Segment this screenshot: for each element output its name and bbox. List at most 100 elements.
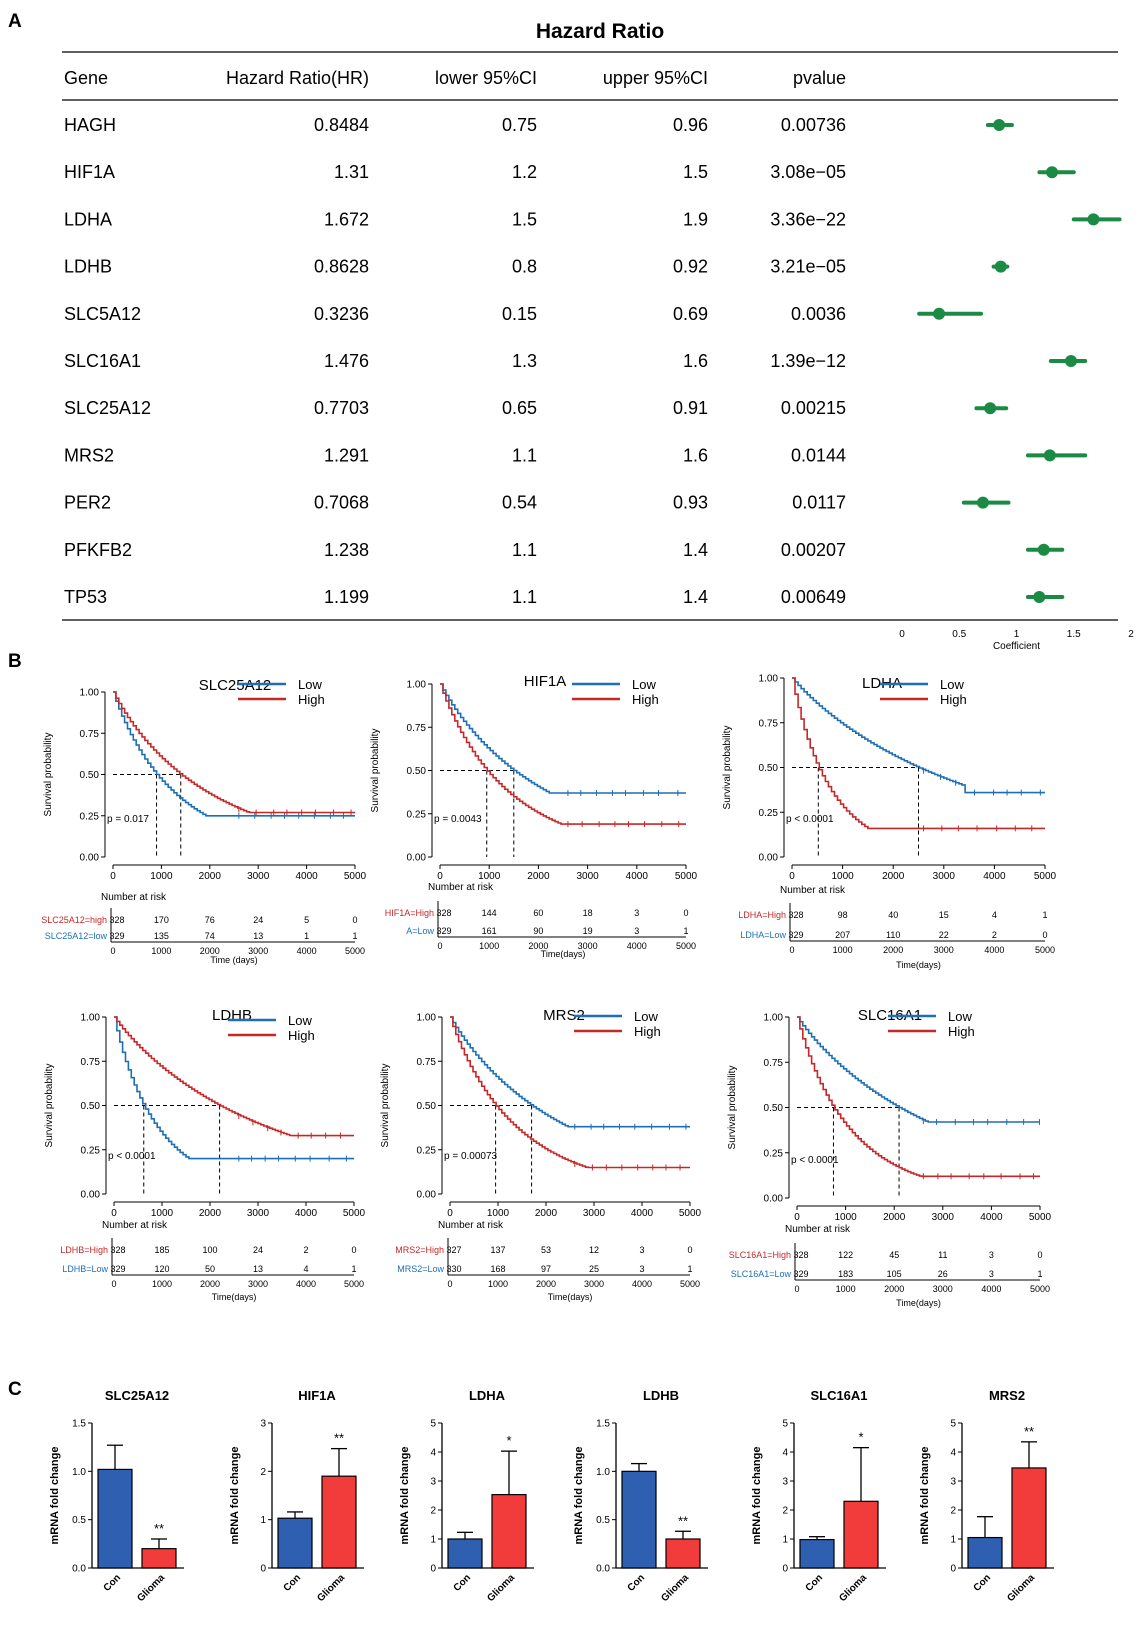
forest-header-gene: Gene bbox=[64, 68, 108, 88]
bar-con bbox=[967, 1536, 1003, 1569]
km-y-tick-label: 0.00 bbox=[80, 853, 100, 864]
bar-y-label: mRNA fold change bbox=[919, 1447, 931, 1545]
km-y-tick-label: 0.25 bbox=[417, 1145, 437, 1156]
bar-y-tick-label: 1.0 bbox=[596, 1467, 610, 1478]
km-risk-title: Number at risk bbox=[438, 1220, 504, 1231]
bar-y-tick-label: 1 bbox=[782, 1535, 788, 1546]
bar-category-label: Glioma bbox=[135, 1572, 167, 1604]
forest-axis-tick: 1.5 bbox=[1067, 629, 1081, 640]
bar-category-label: Con bbox=[972, 1572, 994, 1594]
forest-cell-slc25a12-upper: 0.91 bbox=[673, 398, 708, 418]
km-risk-label: LDHB=High bbox=[60, 1245, 108, 1255]
km-risk-value: 170 bbox=[154, 915, 169, 925]
forest-cell-hagh-p: 0.00736 bbox=[781, 115, 846, 135]
km-x-tick-label: 0 bbox=[437, 871, 443, 882]
km-risk-value: 329 bbox=[788, 930, 803, 940]
km-x-tick-label: 0 bbox=[789, 871, 795, 882]
forest-cell-hagh-gene: HAGH bbox=[64, 115, 116, 135]
km-risk-value: 74 bbox=[205, 931, 215, 941]
forest-cell-slc5a12-hr: 0.3236 bbox=[314, 304, 369, 324]
forest-cell-ldhb-gene: LDHB bbox=[64, 257, 112, 277]
km-y-tick-label: 0.00 bbox=[759, 853, 779, 864]
km-pvalue: p = 0.017 bbox=[107, 814, 149, 825]
km-x-tick-label: 1000 bbox=[834, 1212, 857, 1223]
km-y-tick-label: 0.00 bbox=[764, 1194, 784, 1205]
km-risk-x-tick: 0 bbox=[437, 941, 442, 951]
forest-cell-pfkfb2-upper: 1.4 bbox=[683, 540, 708, 560]
bar-y-label: mRNA fold change bbox=[573, 1447, 585, 1545]
bar-con bbox=[621, 1470, 657, 1569]
forest-axis-tick: 0 bbox=[899, 629, 905, 640]
km-plot-mrs2: 0.00 0.25 0.50 0.75 1.00 0 1000 2000 3000 4000 500… bbox=[380, 1007, 702, 1302]
bar-y-tick-label: 1 bbox=[430, 1535, 436, 1546]
bar-significance: ** bbox=[678, 1513, 688, 1528]
km-risk-value: 4 bbox=[303, 1264, 308, 1274]
forest-cell-per2-gene: PER2 bbox=[64, 493, 111, 513]
km-risk-value: 12 bbox=[589, 1245, 599, 1255]
forest-cell-slc16a1-gene: SLC16A1 bbox=[64, 351, 141, 371]
bar-significance: * bbox=[506, 1433, 511, 1448]
km-risk-value: 1 bbox=[687, 1264, 692, 1274]
forest-point-hif1a bbox=[1045, 166, 1058, 179]
km-risk-value: 76 bbox=[205, 915, 215, 925]
km-risk-x-tick: 1000 bbox=[488, 1279, 508, 1289]
km-risk-value: 120 bbox=[154, 1264, 169, 1274]
forest-cell-hif1a-lower: 1.2 bbox=[512, 162, 537, 182]
km-risk-value: 168 bbox=[490, 1264, 505, 1274]
km-risk-value: 53 bbox=[541, 1245, 551, 1255]
km-risk-value: 330 bbox=[446, 1264, 461, 1274]
km-curve-low bbox=[450, 1016, 690, 1128]
forest-cell-hif1a-p: 3.08e−05 bbox=[770, 162, 846, 182]
km-y-tick-label: 1.00 bbox=[417, 1013, 437, 1024]
bar-category-label: Con bbox=[282, 1572, 304, 1594]
km-x-tick-label: 2000 bbox=[199, 1208, 222, 1219]
km-x-tick-label: 2000 bbox=[199, 871, 222, 882]
km-y-tick-label: 1.00 bbox=[764, 1013, 784, 1024]
km-y-tick-label: 0.50 bbox=[764, 1103, 784, 1114]
bar-y-tick-label: 5 bbox=[950, 1419, 956, 1430]
km-curve-high bbox=[797, 1016, 1040, 1178]
km-risk-value: 328 bbox=[788, 910, 803, 920]
survival-plots: 0.000.250.500.751.000 1000 2000 3000 4000 500… bbox=[41, 673, 1056, 1308]
km-plot-ldha: 0.000.250.500.751.000 1000 2000 3000 4000 500… bbox=[722, 674, 1057, 971]
bar-glioma bbox=[491, 1494, 527, 1569]
km-risk-value: 98 bbox=[838, 910, 848, 920]
km-y-tick-label: 0.00 bbox=[417, 1190, 437, 1201]
panel-label-b: B bbox=[8, 651, 22, 672]
km-x-tick-label: 3000 bbox=[247, 871, 270, 882]
forest-cell-pfkfb2-gene: PFKFB2 bbox=[64, 540, 132, 560]
forest-axis-tick: 1 bbox=[1014, 629, 1020, 640]
bar-y-tick-label: 0 bbox=[430, 1564, 436, 1575]
km-curve-low bbox=[440, 683, 686, 794]
km-x-tick-label: 4000 bbox=[983, 871, 1006, 882]
forest-point-tp53 bbox=[1033, 591, 1046, 603]
bar-significance: * bbox=[858, 1430, 863, 1445]
km-legend-low: Low bbox=[288, 1013, 312, 1028]
bar-significance: ** bbox=[154, 1521, 164, 1536]
bar-y-label: mRNA fold change bbox=[751, 1447, 763, 1545]
km-x-label: Time(days) bbox=[896, 1298, 941, 1308]
km-risk-value: 137 bbox=[490, 1245, 505, 1255]
km-x-tick-label: 2000 bbox=[527, 871, 550, 882]
km-y-tick-label: 0.25 bbox=[764, 1148, 784, 1159]
forest-cell-tp53-hr: 1.199 bbox=[324, 587, 369, 607]
km-x-tick-label: 3000 bbox=[583, 1208, 606, 1219]
bar-glioma bbox=[1011, 1467, 1047, 1569]
bar-y-tick-label: 1 bbox=[260, 1515, 266, 1526]
forest-cell-ldha-gene: LDHA bbox=[64, 209, 112, 229]
bar-y-tick-label: 1.0 bbox=[72, 1467, 86, 1478]
forest-cell-ldhb-lower: 0.8 bbox=[512, 257, 537, 277]
km-risk-value: 329 bbox=[109, 931, 124, 941]
km-x-tick-label: 2000 bbox=[535, 1208, 558, 1219]
km-risk-x-tick: 0 bbox=[789, 945, 794, 955]
km-risk-title: Number at risk bbox=[785, 1224, 851, 1235]
km-risk-x-tick: 4000 bbox=[632, 1279, 652, 1289]
km-risk-value: 110 bbox=[886, 930, 900, 940]
forest-point-slc25a12 bbox=[984, 402, 997, 415]
km-risk-x-tick: 4000 bbox=[296, 1279, 316, 1289]
km-risk-value: 328 bbox=[793, 1250, 808, 1260]
forest-cell-ldha-lower: 1.5 bbox=[512, 209, 537, 229]
km-risk-label: SLC16A1=Low bbox=[731, 1269, 792, 1279]
forest-header-lower-95-ci: lower 95%CI bbox=[435, 68, 537, 88]
